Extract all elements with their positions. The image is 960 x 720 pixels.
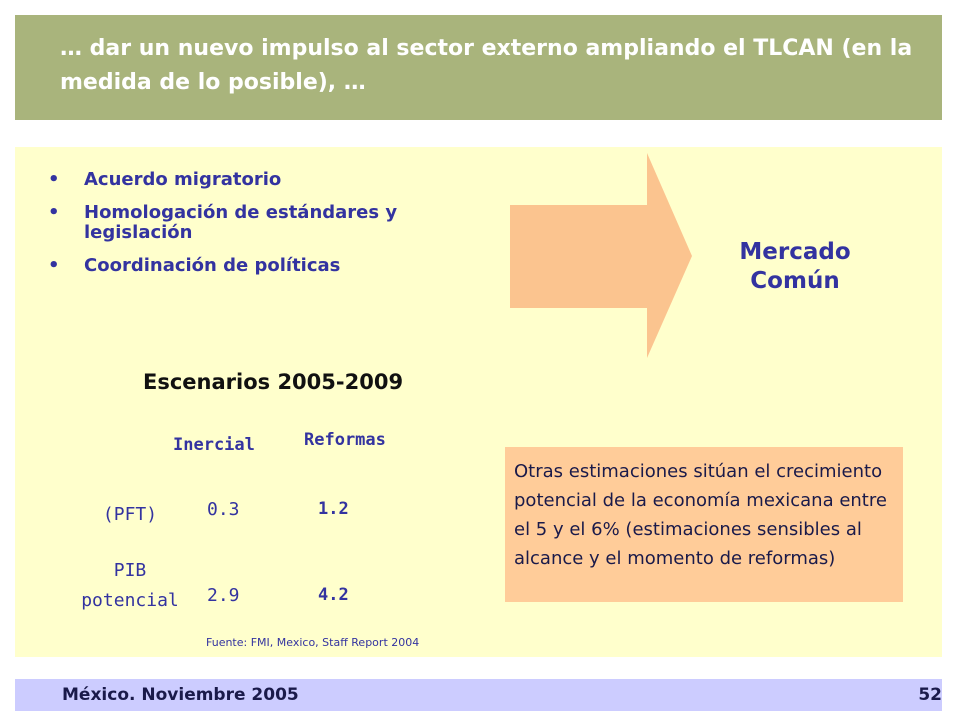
bullet-item: • Homologación de estándares y legislaci… [48, 203, 468, 243]
row-label-pib-line1: PIB [113, 560, 147, 581]
bullet-icon: • [48, 202, 60, 223]
source-note: Fuente: FMI, Mexico, Staff Report 2004 [206, 636, 420, 649]
slide-title: … dar un nuevo impulso al sector externo… [60, 36, 913, 95]
row-label-pib-line2: potencial [81, 590, 179, 611]
footer-band [15, 679, 942, 711]
column-header-inercial: Inercial [173, 435, 255, 455]
bullet-text: Coordinación de políticas [84, 255, 341, 276]
bullet-icon: • [48, 169, 60, 190]
bullet-item: • Acuerdo migratorio [48, 170, 468, 190]
value-pib-reformas: 4.2 [318, 585, 349, 605]
column-header-reformas: Reformas [304, 430, 386, 450]
row-label-pib: PIB potencial [70, 556, 190, 616]
scenarios-title: Escenarios 2005-2009 [143, 370, 404, 394]
bullet-item: • Coordinación de políticas [48, 256, 468, 276]
arrow-label-line1: Mercado [739, 239, 851, 265]
footer-date: México. Noviembre 2005 [62, 685, 299, 705]
header-band [15, 15, 942, 120]
bullet-text: Acuerdo migratorio [84, 169, 282, 190]
note-text: Otras estimaciones sitúan el crecimiento… [514, 461, 887, 569]
row-label-pft: (PFT) [102, 504, 158, 525]
page-number: 52 [918, 685, 942, 705]
bullet-text: Homologación de estándares y legislación [84, 202, 398, 243]
bullet-list: • Acuerdo migratorio • Homologación de e… [48, 170, 468, 289]
value-pft-reformas: 1.2 [318, 499, 349, 519]
arrow-label: Mercado Común [725, 238, 865, 296]
right-arrow-icon [510, 153, 692, 358]
bullet-icon: • [48, 255, 60, 276]
arrow-label-line2: Común [750, 268, 840, 294]
note-box: Otras estimaciones sitúan el crecimiento… [505, 447, 903, 602]
value-pib-inercial: 2.9 [207, 585, 240, 606]
value-pft-inercial: 0.3 [207, 499, 240, 520]
